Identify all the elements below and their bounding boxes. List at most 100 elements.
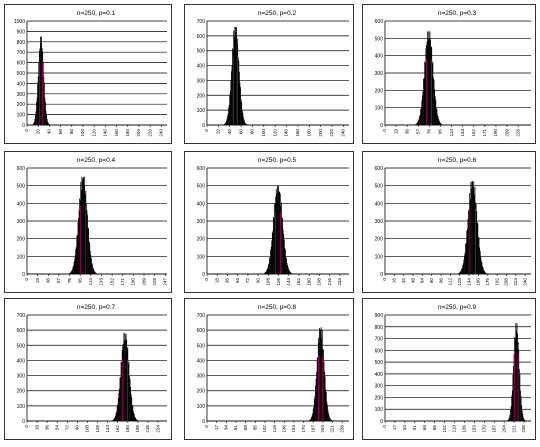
x-tick-label: 228 [515, 129, 520, 137]
chart-title: n=250, p=0.1 [77, 10, 116, 17]
histogram-bar [229, 91, 231, 125]
y-tick-label: 200 [197, 237, 206, 243]
x-tick-label: 85 [252, 425, 257, 431]
histogram-bar [130, 387, 131, 421]
y-tick-label: 1000 [14, 19, 25, 25]
histogram-bar [133, 411, 134, 421]
x-tick-label: 204 [320, 425, 325, 433]
y-tick-label: 100 [375, 106, 384, 112]
histogram-bar [510, 406, 512, 421]
histogram-bar [434, 89, 436, 125]
y-tick-label: 200 [197, 389, 206, 395]
x-tick-label: 60 [58, 129, 63, 135]
x-tick-label: 38 [45, 278, 50, 284]
histogram-bar [438, 119, 440, 125]
histogram-bar [85, 203, 87, 274]
histogram-bar [116, 411, 117, 421]
histogram-bar [420, 109, 422, 125]
histogram-bar [117, 404, 119, 421]
x-tick-label: 80 [69, 129, 74, 135]
x-tick-label: 180 [125, 129, 130, 137]
histogram-bar [267, 264, 269, 274]
x-tick-label: 176 [485, 278, 490, 286]
histogram-bar [244, 120, 245, 125]
histogram-bar [268, 263, 270, 274]
x-tick-label: 95 [438, 129, 443, 135]
histogram-bar [508, 417, 510, 421]
y-tick-label: 700 [17, 50, 26, 56]
x-tick-label: 220 [329, 129, 334, 137]
y-tick-label: 500 [197, 49, 206, 55]
histogram-bar [329, 417, 331, 421]
x-tick-label: 209 [504, 129, 509, 137]
histogram-bar [130, 394, 132, 421]
chart-title: n=250, p=0.6 [438, 157, 477, 164]
y-tick-label: 0 [380, 272, 383, 278]
x-tick-label: 80 [250, 129, 255, 135]
histogram-bar [94, 271, 96, 274]
histogram-bar [513, 366, 514, 421]
histogram-bar [311, 417, 312, 421]
histogram-bar [471, 181, 473, 274]
histogram-bar [37, 82, 39, 125]
y-tick-label: 200 [197, 93, 206, 99]
histogram-bar [278, 191, 280, 274]
x-tick-label: 0 [204, 425, 209, 428]
y-tick-label: 400 [17, 201, 26, 207]
histogram-bar [425, 48, 427, 126]
chart-title: n=250, p=0.3 [438, 10, 477, 17]
x-tick-label: 40 [47, 129, 52, 135]
histogram-bar [242, 116, 244, 125]
histogram-bar [43, 82, 45, 125]
histogram-bar [68, 273, 70, 274]
x-tick-label: 51 [412, 425, 417, 431]
histogram-bar [282, 229, 284, 274]
histogram-bar [122, 343, 124, 421]
histogram-bar [238, 60, 240, 125]
histogram-bar [281, 202, 282, 274]
histogram-bar [233, 37, 235, 126]
histogram-bar [516, 330, 517, 421]
y-tick-label: 0 [202, 272, 205, 278]
histogram-bar [132, 406, 134, 421]
histogram-bar [240, 99, 242, 125]
histogram-bar [312, 408, 314, 421]
histogram-bar [131, 404, 133, 421]
y-tick-label: 600 [17, 166, 26, 172]
histogram-bar [77, 234, 78, 274]
histogram-bar [71, 270, 73, 274]
histogram-bar [318, 342, 320, 421]
histogram-bar [263, 273, 265, 274]
histogram-bar [486, 273, 488, 274]
histogram-bar [272, 230, 274, 274]
y-tick-label: 0 [380, 419, 383, 425]
histogram-bar [83, 176, 84, 274]
x-tick-label: 160 [476, 278, 481, 286]
histogram-bar [467, 219, 469, 274]
histogram-bar [477, 223, 479, 274]
histogram-bar [518, 368, 520, 421]
histogram-bar [291, 273, 293, 274]
x-tick-label: 68 [422, 425, 427, 431]
y-tick-label: 900 [375, 313, 384, 319]
x-tick-label: 34 [402, 425, 407, 431]
x-tick-label: 126 [95, 425, 100, 433]
histogram-bar [37, 76, 39, 125]
y-tick-label: 0 [22, 419, 25, 425]
y-tick-label: 0 [22, 123, 25, 129]
histogram-bar [127, 347, 129, 421]
x-tick-label: 0 [204, 129, 209, 132]
x-tick-label: 95 [77, 278, 82, 284]
x-tick-label: 120 [272, 129, 277, 137]
histogram-bar [128, 361, 130, 421]
y-tick-label: 500 [375, 360, 384, 366]
histogram-bar [436, 109, 438, 125]
histogram-bar [121, 362, 123, 421]
histogram-bar [517, 333, 518, 421]
histogram-bar [508, 418, 510, 421]
histogram-bar [86, 210, 88, 274]
y-tick-label: 100 [17, 404, 26, 410]
chart-title: n=250, p=0.7 [77, 304, 116, 311]
histogram-bar [234, 26, 236, 126]
histogram-bar [89, 250, 91, 274]
